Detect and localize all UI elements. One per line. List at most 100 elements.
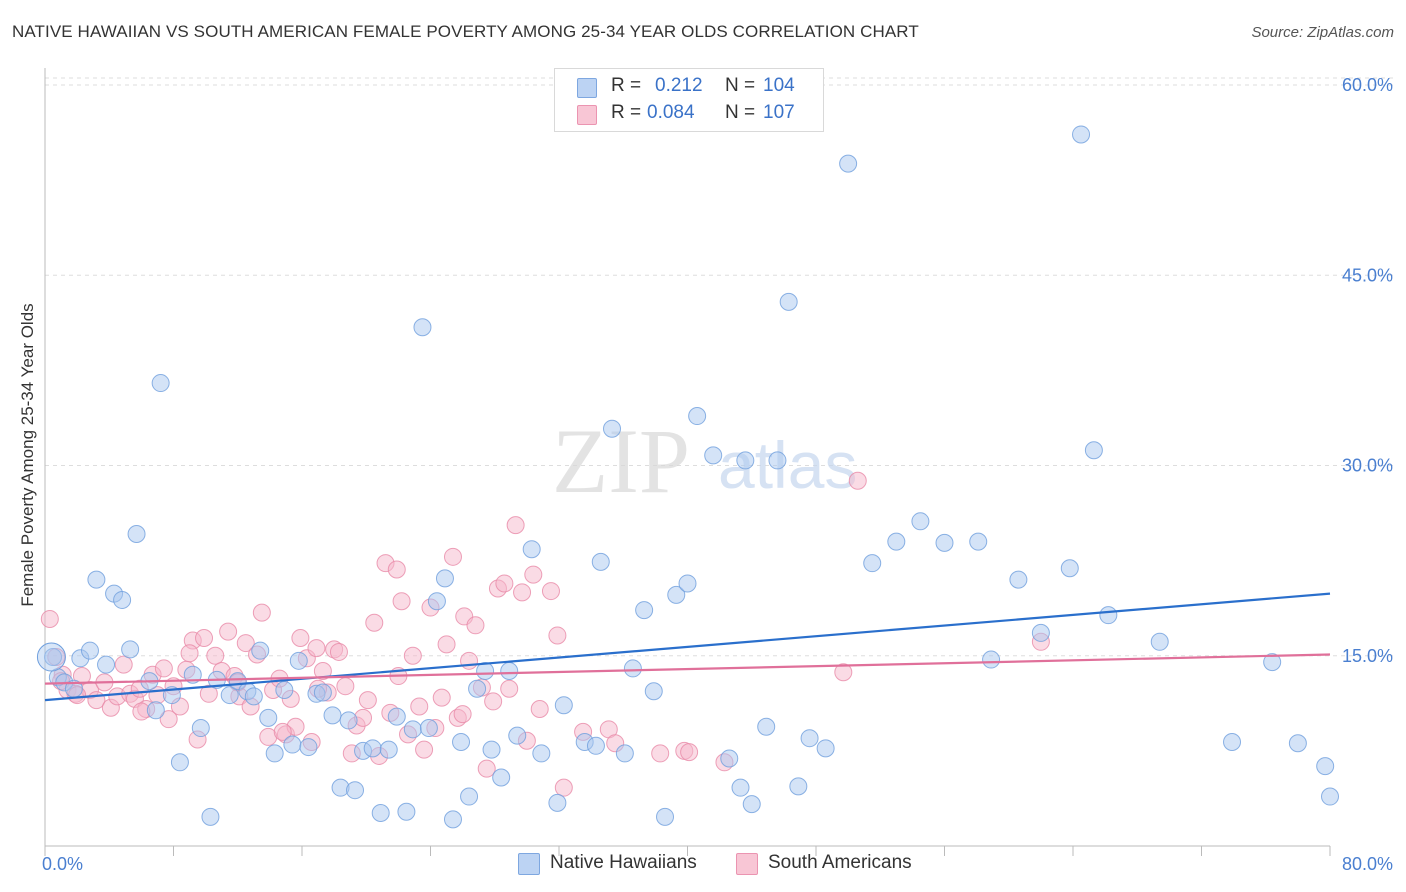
legend-r-value: 0.084: [647, 102, 695, 123]
native-hawaiian-point: [554, 696, 573, 715]
native-hawaiian-point: [121, 640, 140, 659]
bottom-legend-swatch-pink: [736, 853, 758, 875]
watermark-zip: ZIP: [552, 410, 690, 512]
native-hawaiian-point: [127, 524, 146, 543]
native-hawaiian-trend-line: [44, 592, 1331, 702]
native-hawaiian-point: [323, 706, 342, 725]
bottom-legend-label: Native Hawaiians: [550, 852, 697, 873]
south-american-point: [460, 651, 479, 670]
south-american-point: [530, 700, 549, 719]
native-hawaiian-point: [800, 729, 819, 748]
south-american-point: [358, 691, 377, 710]
y-tick-label: 15.0%: [1342, 646, 1393, 666]
native-hawaiian-point: [500, 661, 519, 680]
south-american-point: [410, 697, 429, 716]
native-hawaiian-point: [731, 778, 750, 797]
native-hawaiian-point: [443, 810, 462, 829]
south-american-point: [500, 679, 519, 698]
native-hawaiian-point: [644, 682, 663, 701]
native-hawaiian-point: [548, 793, 567, 812]
south-american-point: [443, 547, 462, 566]
legend-n-value: 107: [763, 102, 795, 123]
native-hawaiian-point: [1321, 787, 1339, 806]
south-american-point: [651, 744, 670, 763]
south-american-point: [834, 663, 853, 682]
native-hawaiian-point: [468, 679, 487, 698]
legend-n-label: N =: [725, 102, 756, 123]
native-hawaiian-point: [371, 804, 390, 823]
south-american-point: [506, 516, 525, 535]
south-american-point: [848, 471, 867, 490]
native-hawaiian-point: [419, 719, 438, 738]
native-hawaiian-point: [667, 585, 686, 604]
native-hawaiian-point: [151, 374, 170, 393]
y-tick-label: 30.0%: [1342, 456, 1393, 476]
native-hawaiian-point: [779, 292, 798, 311]
south-american-point: [252, 603, 271, 622]
native-hawaiian-point: [201, 807, 220, 826]
south-american-point: [513, 583, 532, 602]
bottom-legend-swatch-blue: [518, 853, 540, 875]
native-hawaiian-point: [1288, 734, 1307, 753]
south-american-point: [199, 684, 218, 703]
native-hawaiian-point: [220, 686, 239, 705]
native-hawaiian-point: [44, 648, 63, 667]
native-hawaiian-point: [911, 512, 930, 531]
native-hawaiian-point: [887, 532, 906, 551]
south-american-point: [495, 574, 514, 593]
native-hawaiian-point: [97, 655, 116, 674]
native-hawaiian-point: [413, 318, 432, 337]
native-hawaiian-point: [146, 701, 165, 720]
south-american-point: [548, 626, 567, 645]
native-hawaiian-point: [935, 533, 954, 552]
native-hawaiian-point: [742, 795, 761, 814]
native-hawaiian-point: [339, 711, 358, 730]
south-american-point: [159, 710, 178, 729]
native-hawaiian-point: [299, 738, 318, 757]
native-hawaiian-point: [170, 753, 189, 772]
native-hawaiian-point: [80, 641, 99, 660]
south-american-point: [154, 659, 173, 678]
south-american-trend-line: [44, 653, 1331, 685]
legend-swatch-blue: [577, 78, 597, 98]
legend-r-label: R =: [611, 75, 642, 96]
native-hawaiian-point: [259, 708, 278, 727]
south-american-point: [313, 661, 332, 680]
south-american-point: [484, 692, 503, 711]
native-hawaiian-point: [1316, 757, 1335, 776]
y-tick-label: 60.0%: [1342, 75, 1393, 95]
native-hawaiian-point: [522, 540, 541, 559]
native-hawaiian-point: [816, 739, 835, 758]
native-hawaiian-point: [191, 719, 210, 738]
south-american-point: [477, 759, 496, 778]
native-hawaiian-point: [586, 736, 605, 755]
south-american-point: [365, 613, 384, 632]
x-tick-label: 80.0%: [1342, 854, 1393, 874]
south-american-point: [291, 628, 310, 647]
native-hawaiian-point: [768, 451, 787, 470]
native-hawaiian-point: [736, 451, 755, 470]
south-american-point: [236, 634, 255, 653]
native-hawaiian-point: [1150, 632, 1169, 651]
south-american-point: [307, 639, 326, 658]
native-hawaiian-point: [397, 802, 416, 821]
native-hawaiian-point: [969, 532, 988, 551]
legend-swatch-pink: [577, 105, 597, 125]
native-hawaiian-point: [789, 777, 808, 796]
native-hawaiian-point: [435, 569, 454, 588]
native-hawaiian-point: [289, 651, 308, 670]
native-hawaiian-point: [1031, 623, 1050, 642]
chart-title: NATIVE HAWAIIAN VS SOUTH AMERICAN FEMALE…: [12, 22, 919, 41]
native-hawaiian-point: [508, 726, 527, 745]
native-hawaiian-point: [265, 744, 284, 763]
native-hawaiian-point: [688, 407, 707, 426]
native-hawaiian-point: [313, 683, 332, 702]
native-hawaiian-point: [275, 680, 294, 699]
south-american-point: [180, 644, 199, 663]
south-american-point: [437, 635, 456, 654]
native-hawaiian-point: [387, 707, 406, 726]
native-hawaiian-point: [363, 739, 382, 758]
native-hawaiian-point: [839, 154, 858, 173]
native-hawaiian-point: [251, 641, 270, 660]
native-hawaiian-point: [476, 661, 495, 680]
